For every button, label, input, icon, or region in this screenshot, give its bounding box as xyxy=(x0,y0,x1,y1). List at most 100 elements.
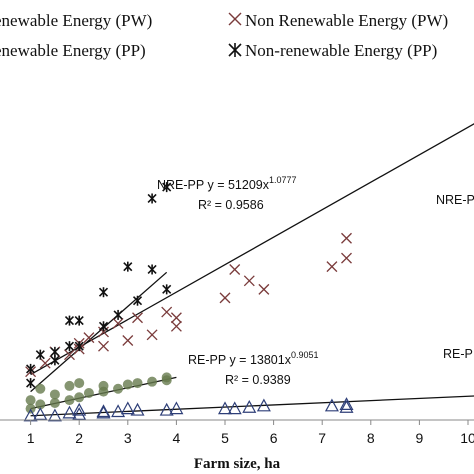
annotation-nre-pp-equation: NRE-PP y = 51209x1.0777 xyxy=(157,175,297,192)
data-point-circle xyxy=(64,380,75,391)
data-point-asterisk xyxy=(162,284,172,295)
data-point-circle xyxy=(98,380,109,391)
x-tick-label: 10 xyxy=(460,430,474,446)
data-point-triangle xyxy=(62,405,77,419)
x-tick-label: 7 xyxy=(318,430,326,446)
x-tick-label: 6 xyxy=(270,430,278,446)
data-point-x xyxy=(146,329,158,341)
data-point-asterisk xyxy=(74,341,84,352)
annotation-re-pw-label: RE-P xyxy=(443,347,473,361)
data-point-asterisk xyxy=(74,315,84,326)
data-point-asterisk xyxy=(35,349,45,360)
data-point-triangle xyxy=(159,402,174,416)
legend-item-nre-pp: Non-renewable Energy (PP) xyxy=(228,41,437,60)
data-point-triangle xyxy=(217,401,233,415)
x-tick-label: 3 xyxy=(124,430,132,446)
annotation-nre-pp-r2: R² = 0.9586 xyxy=(198,198,264,212)
data-point-x xyxy=(243,275,255,287)
x-axis: 1 2 3 4 5 6 7 8 9 10 xyxy=(0,419,474,446)
data-point-asterisk xyxy=(64,315,75,326)
data-point-x xyxy=(98,340,109,352)
data-point-circle xyxy=(74,378,85,389)
data-point-asterisk xyxy=(26,378,36,389)
data-point-triangle xyxy=(72,402,87,416)
legend-marker-asterisk xyxy=(228,43,242,57)
data-point-triangle xyxy=(324,398,339,412)
data-point-asterisk xyxy=(132,295,143,306)
legend-label-nre-pw: Non Renewable Energy (PW) xyxy=(245,11,448,30)
annotation-re-pp-r2: R² = 0.9389 xyxy=(225,373,291,387)
data-point-x xyxy=(258,283,270,295)
data-point-x xyxy=(132,312,143,324)
data-point-x xyxy=(122,335,134,346)
data-point-triangle xyxy=(47,408,62,422)
legend-marker-x xyxy=(228,12,242,26)
data-point-x xyxy=(326,261,338,273)
annotations: NRE-PP y = 51209x1.0777 R² = 0.9586 NRE-… xyxy=(157,175,474,387)
data-point-asterisk xyxy=(50,346,60,357)
data-point-circle xyxy=(49,397,60,408)
data-point-triangle xyxy=(96,404,111,418)
legend-item-re-pw: enewable Energy (PW) xyxy=(0,11,152,30)
data-point-asterisk xyxy=(162,182,172,193)
data-point-circle xyxy=(122,379,133,390)
legend-item-re-pp: enewable Energy (PP) xyxy=(0,41,146,60)
data-point-triangle xyxy=(111,404,126,418)
legend: enewable Energy (PW) Non Renewable Energ… xyxy=(0,11,448,60)
data-point-x xyxy=(170,312,182,324)
data-point-triangle xyxy=(339,399,354,413)
data-point-circle xyxy=(83,388,94,399)
x-tick-label: 9 xyxy=(416,430,424,446)
data-point-circle xyxy=(35,399,46,410)
data-point-asterisk xyxy=(113,309,123,320)
data-point-triangle xyxy=(256,398,271,412)
x-tick-label: 2 xyxy=(75,430,83,446)
data-point-triangle xyxy=(169,401,184,415)
data-point-asterisk xyxy=(64,341,75,352)
x-axis-label: Farm size, ha xyxy=(194,456,281,472)
data-point-triangle xyxy=(339,397,354,410)
data-point-triangle xyxy=(227,401,242,415)
data-point-x xyxy=(341,232,352,244)
data-point-circle xyxy=(64,395,75,406)
annotation-nre-pw-label: NRE-P xyxy=(436,193,474,207)
data-point-x xyxy=(64,349,75,361)
x-tick-label: 4 xyxy=(173,430,181,446)
annotation-re-pp-equation: RE-PP y = 13801x0.9051 xyxy=(188,350,319,367)
legend-label-re-pw: enewable Energy (PW) xyxy=(0,11,152,30)
data-point-circle xyxy=(25,395,36,406)
data-point-circle xyxy=(147,376,158,387)
legend-item-nre-pw: Non Renewable Energy (PW) xyxy=(228,11,448,30)
data-point-x xyxy=(341,252,352,264)
data-point-x xyxy=(112,317,124,329)
data-point-triangle xyxy=(120,401,135,415)
trendline-re-pp xyxy=(30,395,474,417)
data-point-triangle xyxy=(242,399,257,413)
data-point-asterisk xyxy=(147,193,157,204)
data-point-triangle xyxy=(33,407,48,420)
data-point-x xyxy=(229,264,241,275)
data-point-circle xyxy=(132,378,143,389)
plot-area xyxy=(23,123,474,422)
data-point-circle xyxy=(74,392,85,403)
legend-label-re-pp: enewable Energy (PP) xyxy=(0,41,146,60)
data-point-triangle xyxy=(96,405,111,419)
data-point-asterisk xyxy=(123,261,133,272)
data-point-circle xyxy=(161,372,172,383)
legend-label-nre-pp: Non-renewable Energy (PP) xyxy=(245,41,437,60)
trendline-nre-pp xyxy=(30,271,168,393)
data-point-circle xyxy=(35,383,46,394)
data-point-asterisk xyxy=(147,264,157,275)
data-point-asterisk xyxy=(98,321,109,332)
data-point-circle xyxy=(49,389,60,400)
data-point-x xyxy=(219,292,231,304)
trendline-nre-pw xyxy=(30,123,474,376)
data-point-x xyxy=(161,306,173,318)
data-point-circle xyxy=(113,383,124,394)
data-point-asterisk xyxy=(26,363,36,374)
data-point-triangle xyxy=(72,407,87,420)
x-tick-label: 5 xyxy=(221,430,229,446)
x-tick-label: 8 xyxy=(367,430,375,446)
data-point-asterisk xyxy=(50,355,60,366)
